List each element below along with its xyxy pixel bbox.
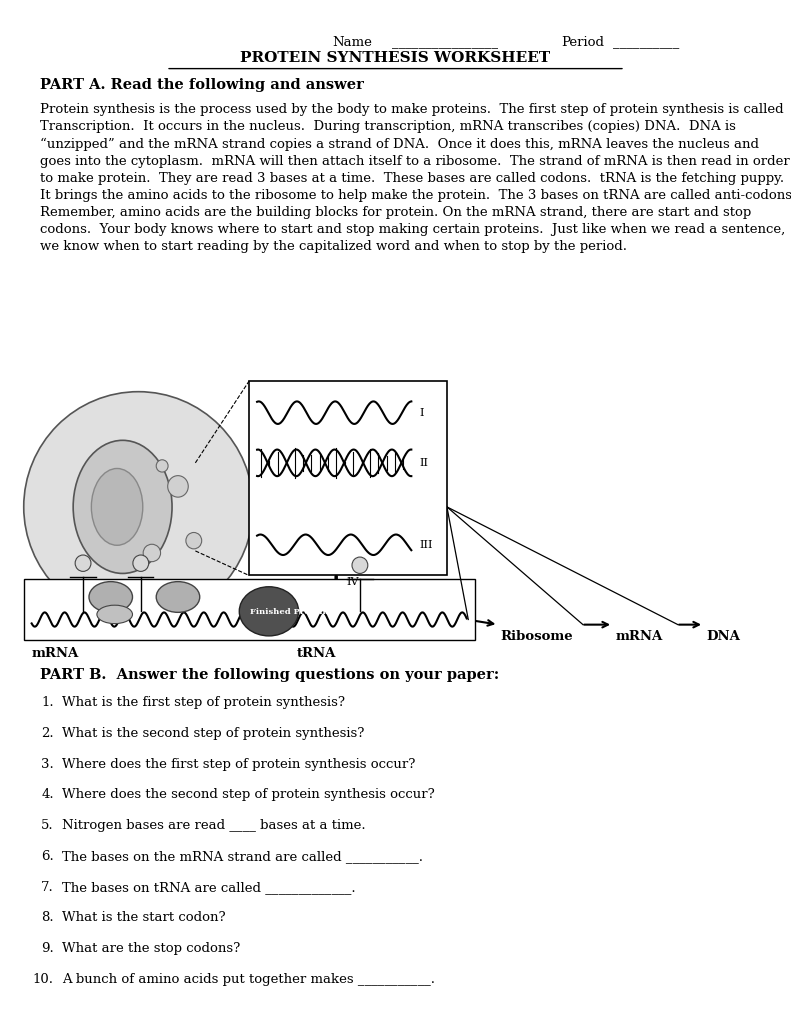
Ellipse shape [157,460,168,472]
Ellipse shape [24,391,253,622]
Text: Protein synthesis is the process used by the body to make proteins.  The first s: Protein synthesis is the process used by… [40,103,791,253]
Text: PART A. Read the following and answer: PART A. Read the following and answer [40,78,363,92]
Text: The bases on the mRNA strand are called ___________.: The bases on the mRNA strand are called … [62,850,431,863]
Text: 7.: 7. [41,881,54,894]
Ellipse shape [97,605,133,624]
Text: What is the start codon?: What is the start codon? [62,911,225,925]
Text: 9.: 9. [41,942,54,955]
Text: 5.: 5. [41,819,54,833]
Ellipse shape [143,545,161,561]
Ellipse shape [156,582,199,612]
Ellipse shape [168,475,188,497]
Text: tRNA: tRNA [297,647,336,660]
FancyBboxPatch shape [24,579,475,640]
Text: Name: Name [332,36,372,49]
Text: mRNA: mRNA [615,630,663,643]
Text: mRNA: mRNA [32,647,79,660]
Text: 3.: 3. [41,758,54,771]
Text: 8.: 8. [41,911,54,925]
Text: Nitrogen bases are read ____ bases at a time.: Nitrogen bases are read ____ bases at a … [62,819,365,833]
Text: PART B.  Answer the following questions on your paper:: PART B. Answer the following questions o… [40,668,499,682]
Text: DNA: DNA [706,630,740,643]
Text: IV: IV [346,577,359,587]
Text: Where does the first step of protein synthesis occur?: Where does the first step of protein syn… [62,758,415,771]
Text: PROTEIN SYNTHESIS WORKSHEET: PROTEIN SYNTHESIS WORKSHEET [240,51,551,66]
Text: Finished Protein: Finished Protein [250,608,328,616]
Text: The bases on tRNA are called _____________.: The bases on tRNA are called ___________… [62,881,355,894]
Ellipse shape [240,587,299,636]
Ellipse shape [92,469,142,545]
Text: What is the second step of protein synthesis?: What is the second step of protein synth… [62,727,364,740]
Text: 6.: 6. [41,850,54,863]
Text: 2.: 2. [41,727,54,740]
Ellipse shape [89,582,133,612]
Text: __________: __________ [613,36,679,49]
Text: 4.: 4. [41,788,54,802]
Text: Ribosome: Ribosome [501,630,573,643]
Text: A bunch of amino acids put together makes ___________.: A bunch of amino acids put together make… [62,973,443,986]
Text: III: III [419,540,433,550]
Text: 1.: 1. [41,696,54,710]
FancyBboxPatch shape [249,381,447,575]
Text: II: II [419,458,428,468]
Ellipse shape [133,555,149,571]
Ellipse shape [74,440,172,573]
Text: 10.: 10. [32,973,54,986]
Text: Where does the second step of protein synthesis occur?: Where does the second step of protein sy… [62,788,434,802]
Ellipse shape [186,532,202,549]
Text: I: I [419,408,424,418]
Text: Period: Period [562,36,604,49]
Ellipse shape [75,555,91,571]
Text: What are the stop codons?: What are the stop codons? [62,942,240,955]
Ellipse shape [352,557,368,573]
Text: ________________: ________________ [392,36,498,49]
Text: What is the first step of protein synthesis?: What is the first step of protein synthe… [62,696,345,710]
